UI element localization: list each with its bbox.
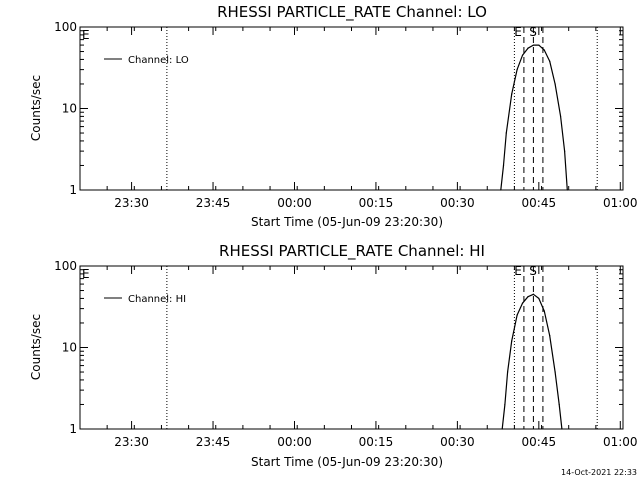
- y-tick-label: 100: [54, 259, 77, 273]
- data-point: [516, 69, 518, 71]
- x-tick-label: 23:45: [196, 435, 231, 449]
- x-tick-label: 00:45: [522, 435, 557, 449]
- y-tick-label: 1: [69, 422, 77, 436]
- corner-event-label: E: [82, 267, 90, 281]
- data-point: [505, 132, 507, 134]
- x-tick-label: 01:00: [603, 435, 638, 449]
- data-point: [558, 403, 560, 406]
- data-point: [549, 60, 551, 62]
- x-tick-label: 00:30: [440, 435, 475, 449]
- x-tick-label: 00:30: [440, 196, 475, 210]
- y-tick-label: 100: [54, 20, 77, 34]
- x-tick-label: 23:45: [196, 196, 231, 210]
- x-tick-label: 01:00: [603, 196, 638, 210]
- data-point: [511, 93, 513, 95]
- data-point: [554, 371, 556, 373]
- y-tick-label: 1: [69, 183, 77, 197]
- data-point: [521, 54, 524, 56]
- event-label-e: E: [514, 264, 522, 278]
- y-axis-label: Counts/sec: [29, 75, 43, 141]
- x-tick-label: 00:00: [277, 435, 312, 449]
- data-point: [521, 302, 524, 304]
- x-tick-label: 23:30: [114, 196, 149, 210]
- footer-timestamp: 14-Oct-2021 22:33: [561, 468, 637, 477]
- y-axis-label: Counts/sec: [29, 314, 43, 380]
- data-point: [507, 371, 509, 373]
- x-axis-label: Start Time (05-Jun-09 23:20:30): [251, 455, 443, 469]
- data-point: [559, 115, 562, 117]
- data-point: [527, 296, 529, 298]
- data-point: [564, 150, 566, 152]
- data-point: [502, 164, 505, 167]
- data-point: [504, 403, 506, 406]
- data-point: [527, 47, 529, 49]
- data-point: [561, 428, 563, 430]
- event-label-e: E: [514, 25, 522, 39]
- series-line: [501, 293, 563, 430]
- x-tick-label: 00:00: [277, 196, 312, 210]
- chart-panel-hi: RHESSI PARTICLE_RATE Channel: HI Counts/…: [29, 242, 638, 469]
- chart-title: RHESSI PARTICLE_RATE Channel: HI: [219, 242, 485, 261]
- data-point: [538, 297, 540, 300]
- data-point: [543, 49, 545, 51]
- chart-panel-lo: RHESSI PARTICLE_RATE Channel: LO Counts/…: [29, 3, 638, 229]
- legend-label: Channel: HI: [128, 294, 186, 305]
- data-point: [549, 334, 551, 337]
- data-point: [532, 293, 535, 295]
- chart-title: RHESSI PARTICLE_RATE Channel: LO: [217, 3, 487, 22]
- corner-event-label: E: [82, 28, 90, 42]
- x-axis-label: Start Time (05-Jun-09 23:20:30): [251, 215, 443, 229]
- y-tick-label: 10: [62, 102, 77, 116]
- y-tick-label: 10: [62, 341, 77, 355]
- x-tick-label: 00:15: [359, 435, 394, 449]
- data-point: [554, 83, 556, 85]
- x-tick-label: 00:15: [359, 196, 394, 210]
- data-point: [566, 189, 568, 191]
- data-point: [543, 310, 545, 312]
- data-point: [500, 189, 502, 191]
- data-point: [501, 428, 503, 430]
- x-tick-label: 23:30: [114, 435, 149, 449]
- data-point: [516, 314, 518, 316]
- data-point: [532, 44, 535, 46]
- x-tick-label: 00:45: [522, 196, 557, 210]
- data-point: [538, 44, 540, 46]
- data-point: [511, 340, 513, 342]
- legend-label: Channel: LO: [128, 55, 189, 66]
